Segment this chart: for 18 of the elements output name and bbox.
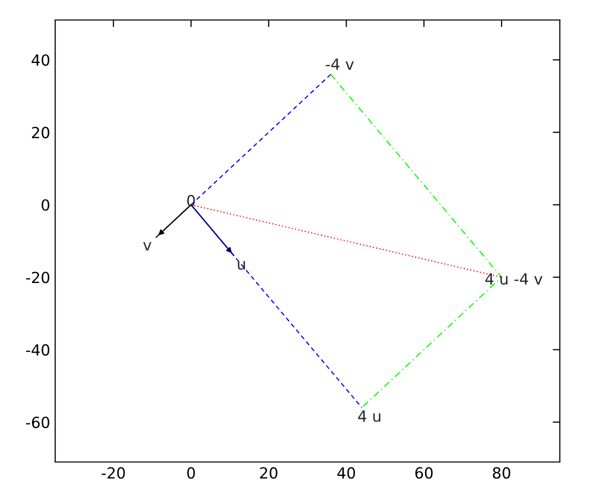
y-tick-label: -60: [26, 416, 50, 428]
annotation: u: [238, 260, 245, 270]
x-tick-label: 40: [337, 467, 356, 479]
y-tick-label: 20: [32, 126, 50, 138]
x-tick-label: 80: [492, 467, 510, 479]
annotation: 4 u -4 v: [485, 273, 542, 285]
annotation: 0: [187, 194, 195, 206]
x-tick-label: -20: [102, 467, 125, 479]
x-tick-label: 60: [415, 467, 433, 479]
annotation: -4 v: [326, 58, 354, 70]
x-tick-label: 0: [187, 467, 195, 479]
y-tick-label: 0: [42, 199, 50, 211]
y-tick-label: 40: [32, 54, 50, 66]
annotation: 4 u: [358, 410, 380, 422]
x-tick-label: 20: [260, 467, 278, 479]
annotation: v: [143, 242, 152, 250]
y-tick-label: -20: [26, 272, 50, 284]
y-tick-label: -40: [26, 344, 50, 356]
